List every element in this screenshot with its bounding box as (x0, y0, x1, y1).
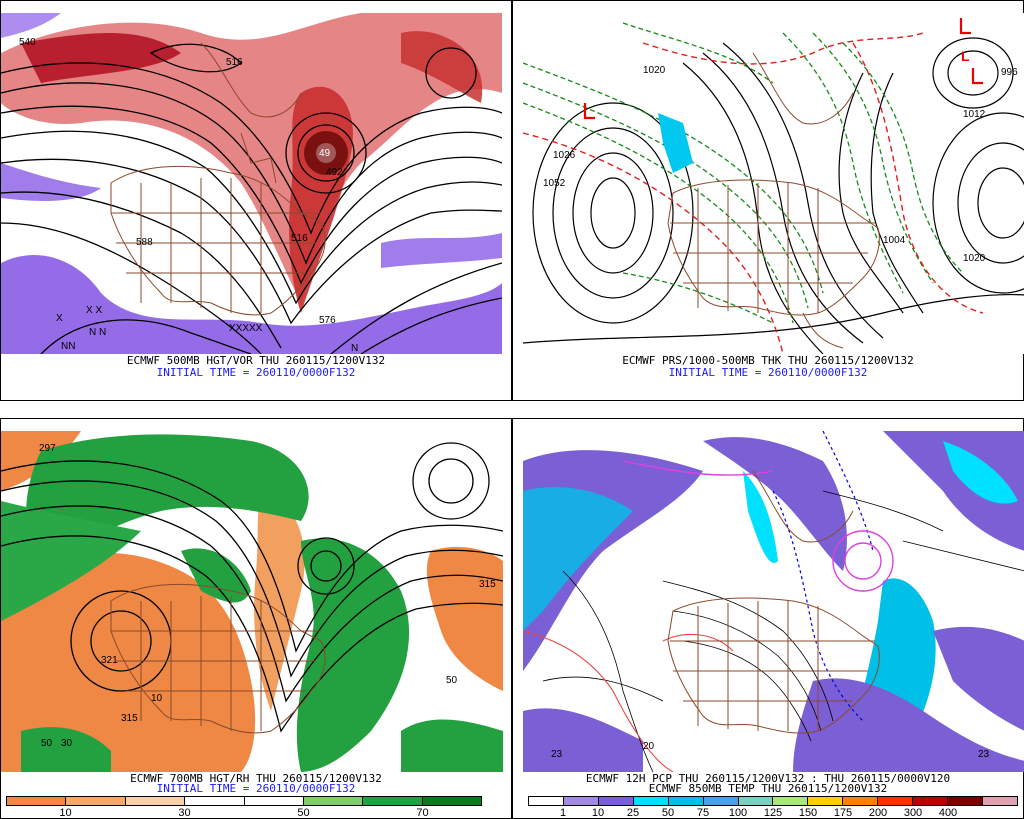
contour-label-315-east: 315 (479, 579, 496, 590)
isobar-label-1026: 1026 (553, 150, 576, 161)
isobar-label-1020-north: 1020 (643, 65, 666, 76)
marker-n-pair: N N (89, 327, 106, 338)
colorbar-segment (773, 797, 809, 805)
contour-label-315-west: 315 (121, 713, 138, 724)
colorbar-tick-label: 25 (626, 807, 640, 819)
colorbar-segment (529, 797, 564, 805)
panel-500mb-vorticity: 540 516 49 492 588 516 576 X X X XXXXX N… (0, 0, 512, 401)
colorbar-segment (843, 797, 879, 805)
colorbar-segment (563, 797, 599, 805)
colorbar-segment (185, 797, 245, 805)
colorbar-tick-label: 30 (178, 807, 191, 819)
low-center-label: 49 (319, 148, 331, 159)
temp-label-23-east: 23 (978, 749, 990, 760)
colorbar-segment (982, 797, 1017, 805)
caption-mslp: ECMWF PRS/1000-500MB THK THU 260115/1200… (622, 354, 914, 367)
colorbar-tick-label: 400 (938, 807, 958, 819)
marker-x: X (56, 313, 63, 324)
isobar-label-1012: 1012 (963, 109, 986, 120)
map-500mb: 540 516 49 492 588 516 576 X X X XXXXX N… (1, 13, 502, 354)
contour-label-321: 321 (101, 655, 118, 666)
colorbar-tick-label: 10 (59, 807, 72, 819)
colorbar-tick-label: 100 (728, 807, 748, 819)
colorbar-segment (244, 797, 304, 805)
contour-label-540: 540 (19, 37, 36, 48)
colorbar-segment (633, 797, 669, 805)
rh-colorbar-ticks: 1030507090 (6, 807, 547, 819)
colorbar-segment (303, 797, 364, 805)
contour-label-297: 297 (39, 443, 56, 454)
map-mslp: 1052 1026 1020 1004 1020 996 1012 L (523, 13, 1024, 354)
colorbar-tick-label: 50 (661, 807, 675, 819)
colorbar-tick-label: 200 (868, 807, 888, 819)
map-precip: 23 23 20 (523, 431, 1024, 772)
colorbar-segment (363, 797, 423, 805)
colorbar-tick-label: 50 (297, 807, 310, 819)
colorbar-tick-label: 125 (763, 807, 783, 819)
colorbar-segment (948, 797, 983, 805)
contour-label-492: 492 (326, 167, 343, 178)
marker-n-double: NN (61, 341, 75, 352)
precip-colorbar (528, 796, 1018, 806)
contour-label-516-trough: 516 (291, 233, 308, 244)
initial-time-500mb: INITIAL TIME = 260110/0000F132 (156, 366, 356, 379)
contour-label-576: 576 (319, 315, 336, 326)
rh-colorbar (6, 796, 482, 806)
colorbar-segment (422, 797, 481, 805)
colorbar-segment (878, 797, 914, 805)
precip-colorbar-ticks: 1 10 25 50 75 100 125 150 175 200 300 400 (528, 807, 1018, 819)
temp-label-20: 20 (643, 741, 655, 752)
colorbar-segment (738, 797, 774, 805)
caption-850temp: ECMWF 850MB TEMP THU 260115/1200V132 (648, 782, 888, 795)
marker-n: N (351, 343, 358, 354)
colorbar-tick-label: 1 (559, 807, 567, 819)
contour-label-588: 588 (136, 237, 153, 248)
caption-precip: ECMWF 12H PCP THU 260115/1200V132 : THU … (585, 772, 951, 785)
rh-label-10: 10 (151, 693, 163, 704)
colorbar-segment (668, 797, 704, 805)
colorbar-tick-label: 75 (696, 807, 710, 819)
colorbar-segment (808, 797, 844, 805)
low-pressure-marker: L (961, 48, 970, 64)
rh-label-50-west: 50 (41, 738, 53, 749)
map-700mb: 321 315 315 297 10 50 50 30 (1, 431, 503, 772)
panel-precip-850temp: 23 23 20 ECMWF 12H PCP THU 260115/1200V1… (512, 418, 1024, 819)
colorbar-segment (66, 797, 126, 805)
rh-label-30: 30 (61, 738, 73, 749)
marker-x-pair: X X (86, 305, 102, 316)
colorbar-segment (913, 797, 949, 805)
colorbar-segment (598, 797, 634, 805)
rh-label-50-east: 50 (446, 675, 458, 686)
panel-mslp-thickness: 1052 1026 1020 1004 1020 996 1012 L ECMW… (512, 0, 1024, 401)
colorbar-tick-label: 70 (416, 807, 429, 819)
colorbar-tick-label: 150 (798, 807, 818, 819)
panel-700mb-rh: 321 315 315 297 10 50 50 30 ECMWF 700MB … (0, 418, 548, 819)
colorbar-segment (125, 797, 186, 805)
isobar-label-1052: 1052 (543, 178, 566, 189)
marker-x-row: XXXXX (229, 323, 263, 334)
caption-700mb: ECMWF 700MB HGT/RH THU 260115/1200V132 (130, 772, 382, 785)
colorbar-tick-label: 300 (903, 807, 923, 819)
isobar-label-1004: 1004 (883, 235, 906, 246)
colorbar-tick-label: 10 (591, 807, 605, 819)
isobar-label-1020: 1020 (963, 253, 986, 264)
isobar-label-996: 996 (1001, 67, 1018, 78)
colorbar-segment (7, 797, 67, 805)
caption-500mb: ECMWF 500MB HGT/VOR THU 260115/1200V132 (126, 354, 386, 367)
initial-time-mslp: INITIAL TIME = 260110/0000F132 (668, 366, 868, 379)
colorbar-segment (703, 797, 739, 805)
initial-time-700mb: INITIAL TIME = 260110/0000F132 (156, 782, 356, 795)
temp-label-23-west: 23 (551, 749, 563, 760)
contour-label-516-north: 516 (226, 57, 243, 68)
colorbar-tick-label: 175 (833, 807, 853, 819)
